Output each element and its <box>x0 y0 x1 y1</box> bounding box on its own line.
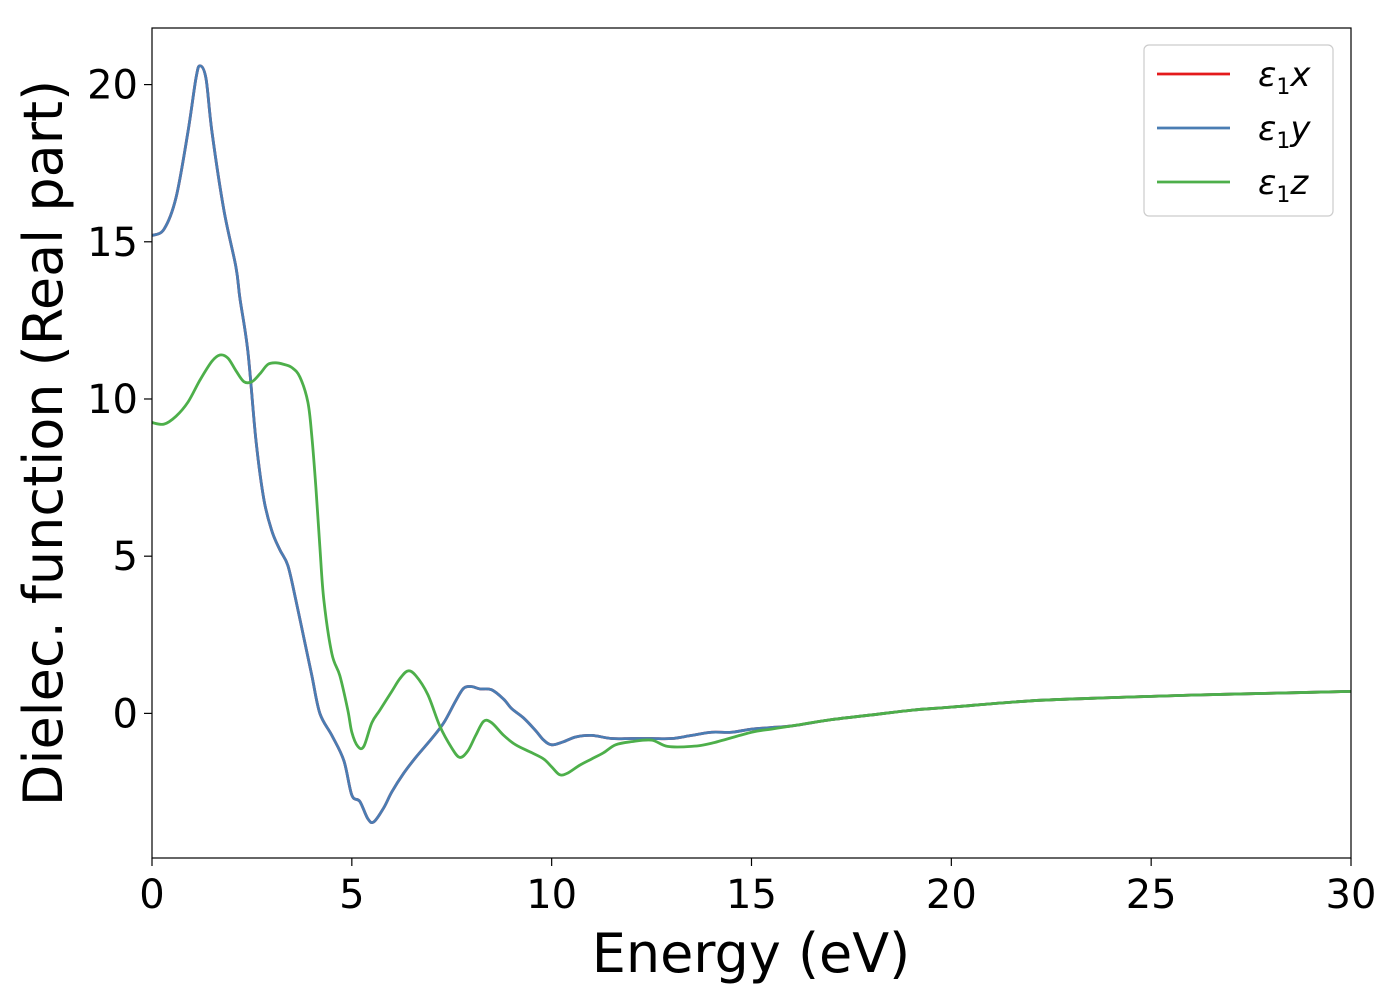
x-tick-label: 10 <box>526 872 577 918</box>
y-tick-label: 10 <box>87 377 138 423</box>
x-tick-label: 15 <box>726 872 777 918</box>
legend-label-y: ε1y <box>1258 109 1311 154</box>
x-tick-label: 20 <box>926 872 977 918</box>
y-tick-label: 0 <box>113 691 138 737</box>
x-axis-ticks: 0 5 10 15 20 25 30 <box>139 858 1376 918</box>
series-layer <box>152 64 1351 825</box>
legend-label-z: ε1z <box>1258 163 1309 208</box>
legend-label-x: ε1x <box>1258 55 1311 100</box>
legend-item-z: ε1z <box>1157 163 1309 208</box>
legend-frame <box>1143 44 1334 217</box>
legend-item-y: ε1y <box>1157 109 1311 154</box>
y-axis-ticks: 0 5 10 15 20 <box>87 63 152 737</box>
series-line-z <box>152 353 1351 777</box>
legend: ε1x ε1y ε1z <box>1143 44 1334 217</box>
y-tick-label: 20 <box>87 63 138 109</box>
y-tick-label: 5 <box>113 534 138 580</box>
x-axis-label: Energy (eV) <box>592 922 911 985</box>
x-tick-label: 30 <box>1326 872 1377 918</box>
series-line-y <box>152 64 1351 825</box>
x-tick-label: 0 <box>139 872 164 918</box>
y-tick-label: 15 <box>87 220 138 266</box>
x-tick-label: 5 <box>339 872 364 918</box>
x-tick-label: 25 <box>1126 872 1177 918</box>
y-axis-label: Dielec. function (Real part) <box>12 80 75 806</box>
legend-item-x: ε1x <box>1157 55 1311 100</box>
